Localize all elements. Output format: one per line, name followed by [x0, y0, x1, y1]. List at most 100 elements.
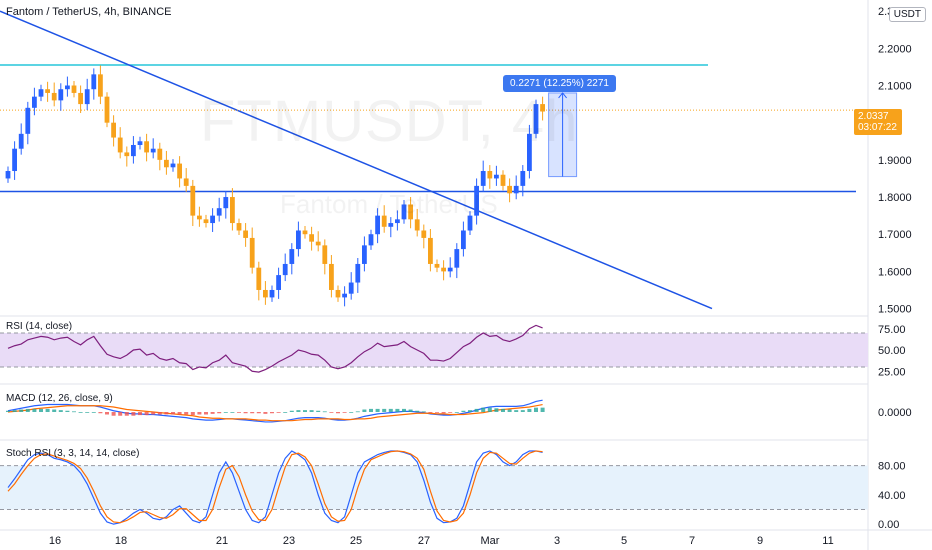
- price-tick-label: 1.9000: [878, 155, 912, 167]
- macd-histogram-bar: [6, 410, 10, 412]
- candle: [282, 263, 288, 276]
- candle: [540, 104, 545, 112]
- macd-pane[interactable]: [6, 399, 545, 423]
- candle: [395, 219, 400, 224]
- time-axis[interactable]: 16 18 21 23 25 27 Mar 3 5 7 9 11: [49, 535, 834, 547]
- price-tick-label: 1.7000: [878, 229, 912, 241]
- candle: [467, 215, 473, 231]
- macd-histogram-bar: [65, 410, 70, 412]
- macd-histogram-bar: [58, 410, 63, 412]
- macd-histogram-bar: [151, 412, 156, 415]
- macd-histogram-bar: [362, 409, 367, 412]
- candle: [111, 122, 116, 138]
- macd-histogram-bar: [540, 407, 545, 412]
- candle: [32, 96, 37, 108]
- macd-histogram-bar: [388, 408, 393, 412]
- time-tick-label: 5: [621, 535, 627, 547]
- macd-histogram-bar: [520, 410, 525, 412]
- candle: [362, 245, 367, 264]
- candle: [500, 174, 506, 186]
- time-tick-label: 23: [283, 535, 295, 547]
- macd-histogram-bar: [428, 412, 433, 413]
- macd-histogram-bar: [283, 412, 288, 413]
- candle: [203, 219, 209, 224]
- macd-histogram-bar: [355, 411, 360, 413]
- candle: [131, 144, 136, 157]
- candle: [177, 163, 182, 179]
- candle: [144, 141, 149, 153]
- macd-histogram-bar: [435, 412, 439, 413]
- candle: [210, 215, 215, 224]
- candle: [414, 219, 420, 231]
- macd-histogram-bar: [369, 408, 373, 412]
- series-line-1: [7, 450, 543, 524]
- candle: [137, 141, 143, 145]
- name-watermark: Fantom / TetherUS: [280, 189, 498, 219]
- macd-histogram-bar: [468, 410, 472, 412]
- macd-histogram-bar: [138, 412, 142, 416]
- time-tick-label: 3: [554, 535, 560, 547]
- macd-histogram-bar: [501, 408, 505, 412]
- candle: [487, 171, 493, 179]
- candle: [269, 289, 275, 298]
- macd-histogram-bar: [494, 408, 499, 412]
- macd-histogram-bar: [157, 412, 162, 415]
- macd-histogram-bar: [124, 412, 129, 416]
- macd-indicator-title[interactable]: MACD (12, 26, close, 9): [6, 393, 113, 404]
- macd-histogram-bar: [250, 412, 255, 414]
- macd-histogram-bar: [197, 412, 202, 415]
- macd-histogram-bar: [461, 410, 466, 412]
- symbol-watermark: FTMUSDT, 4h: [200, 89, 579, 154]
- price-tick-label: 1.6000: [878, 266, 912, 278]
- macd-histogram-bar: [303, 410, 307, 412]
- measure-arrow-head: [558, 92, 567, 99]
- price-pane[interactable]: [0, 10, 868, 310]
- candle: [263, 289, 268, 298]
- macd-histogram-bar: [329, 412, 334, 413]
- candle: [223, 197, 229, 209]
- candle: [289, 249, 295, 264]
- symbol-title[interactable]: Fantom / TetherUS, 4h, BINANCE: [6, 6, 172, 18]
- candle: [117, 137, 123, 153]
- candle: [25, 107, 31, 134]
- macd-histogram-bar: [45, 408, 50, 412]
- candle: [243, 230, 248, 238]
- macd-histogram-bar: [276, 412, 281, 413]
- macd-histogram-bar: [316, 410, 321, 412]
- candle: [78, 92, 83, 105]
- macd-histogram-bar: [309, 410, 314, 412]
- rsi-pane[interactable]: [0, 324, 868, 373]
- candle: [315, 241, 321, 246]
- candle: [58, 89, 64, 101]
- currency-badge[interactable]: USDT: [888, 7, 926, 22]
- candle: [342, 293, 347, 298]
- last-price-label: 2.0337 03:07:22: [854, 109, 902, 135]
- macd-histogram-bar: [527, 408, 532, 412]
- candle: [447, 267, 453, 272]
- measure-tool-label[interactable]: 0.2271 (12.25%) 2271: [503, 75, 616, 92]
- macd-histogram-bar: [52, 409, 57, 412]
- macd-histogram-bar: [408, 409, 413, 412]
- candle: [216, 208, 222, 216]
- candle: [104, 96, 110, 123]
- candle: [249, 237, 255, 268]
- bar-countdown: 03:07:22: [858, 122, 897, 133]
- candle: [329, 263, 334, 290]
- candle: [51, 92, 57, 101]
- macd-histogram-bar: [322, 411, 327, 413]
- time-tick-label: 18: [115, 535, 127, 547]
- candle: [5, 171, 11, 179]
- candle: [157, 148, 163, 160]
- indicator-tick-label: 0.0000: [878, 407, 912, 419]
- stoch-rsi-indicator-title[interactable]: Stoch RSI (3, 3, 14, 14, close): [6, 448, 140, 459]
- candle: [45, 89, 50, 93]
- stoch-rsi-pane[interactable]: [0, 450, 868, 525]
- macd-histogram-bar: [217, 412, 222, 414]
- indicator-tick-label: 0.00: [878, 519, 899, 531]
- macd-histogram-bar: [177, 412, 182, 415]
- descending-trendline: [0, 10, 713, 310]
- rsi-indicator-title[interactable]: RSI (14, close): [6, 321, 73, 332]
- time-tick-label: 27: [418, 535, 430, 547]
- price-axis[interactable]: 2.30002.20002.10001.90001.80001.70001.60…: [878, 6, 912, 531]
